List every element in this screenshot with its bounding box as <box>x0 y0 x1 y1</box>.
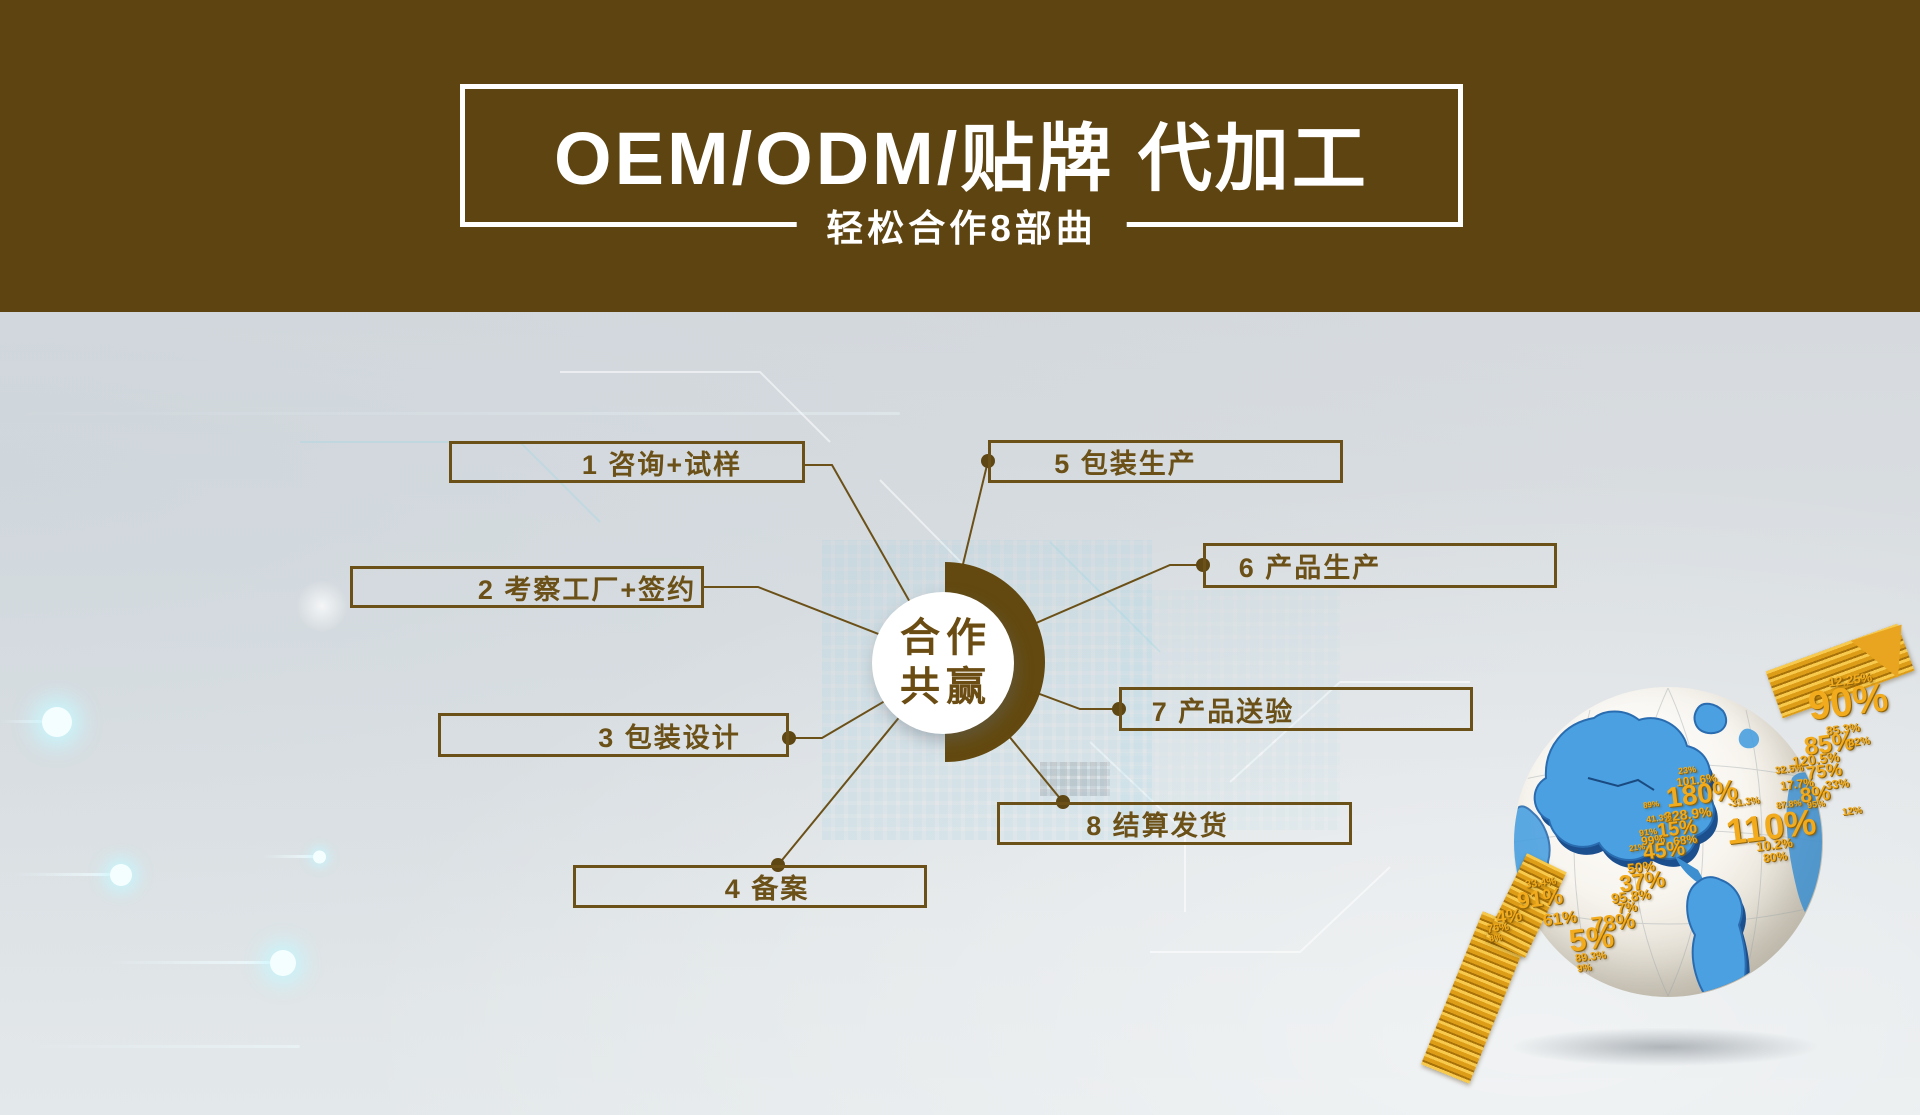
hub-circle: 合作 共赢 <box>872 592 1014 734</box>
step-label: 2 考察工厂+签约 <box>477 574 697 605</box>
tech-grid-dark-decoration <box>1040 762 1110 796</box>
hub-text-line2: 共赢 <box>900 665 992 709</box>
globe-percentages: 12.25% 90% 85.3% 85% 82% 120.5% 75% 32.5% 17.7% 3… <box>1440 630 1920 1115</box>
step-label: 6 产品生产 <box>1238 553 1382 583</box>
glow-dot <box>270 949 296 976</box>
circuit-glow <box>0 1045 300 1048</box>
page-subtitle: 轻松合作8部曲 <box>796 198 1127 252</box>
globe-shadow <box>1498 1026 1832 1068</box>
header-banner: OEM/ODM/贴牌 代加工 轻松合作8部曲 <box>0 0 1920 312</box>
step-label: 4 备案 <box>724 874 810 904</box>
globe-percentage: 89% <box>1642 799 1660 810</box>
glow-dot <box>42 706 72 737</box>
globe-graphic: 12.25% 90% 85.3% 85% 82% 120.5% 75% 32.5% 17.7% 3… <box>1420 606 1920 1115</box>
step-label: 3 包装设计 <box>598 722 741 753</box>
globe-percentage: 9% <box>1576 962 1593 975</box>
globe-percentage: 12% <box>1841 804 1863 819</box>
page-title: OEM/ODM/贴牌 代加工 <box>554 117 1369 200</box>
step-label: 5 包装生产 <box>1054 449 1197 479</box>
glow-dot <box>313 850 326 863</box>
step-box-2: 2 考察工厂+签约 <box>350 566 704 608</box>
step-box-1: 1 咨询+试样 <box>449 441 805 483</box>
globe-percentage: 8% <box>1488 932 1503 944</box>
step-box-8: 8 结算发货 <box>997 802 1352 845</box>
circuit-glow <box>0 706 72 737</box>
circuit-glow <box>108 949 296 976</box>
glow-dot <box>110 863 132 886</box>
globe-percentage: 80% <box>1762 848 1788 866</box>
circuit-glow <box>0 412 900 415</box>
step-box-5: 5 包装生产 <box>988 440 1343 483</box>
step-label: 7 产品送验 <box>1151 696 1295 727</box>
step-box-7: 7 产品送验 <box>1119 687 1473 731</box>
step-box-4: 4 备案 <box>573 865 927 908</box>
globe-continents <box>1514 688 1822 996</box>
step-label: 8 结算发货 <box>1086 811 1229 841</box>
step-box-6: 6 产品生产 <box>1203 543 1557 588</box>
globe-percentage: 32.5% <box>1774 762 1804 777</box>
title-frame: OEM/ODM/贴牌 代加工 轻松合作8部曲 <box>460 84 1463 252</box>
step-label: 1 咨询+试样 <box>581 449 743 480</box>
hub-text-line1: 合作 <box>900 616 992 660</box>
globe-percentage: 82% <box>1847 734 1871 750</box>
circuit-glow <box>262 850 326 863</box>
step-box-3: 3 包装设计 <box>438 713 789 757</box>
light-blob-decoration <box>296 580 348 632</box>
globe-percentage: 61% <box>1541 907 1579 931</box>
circuit-glow <box>14 863 132 886</box>
